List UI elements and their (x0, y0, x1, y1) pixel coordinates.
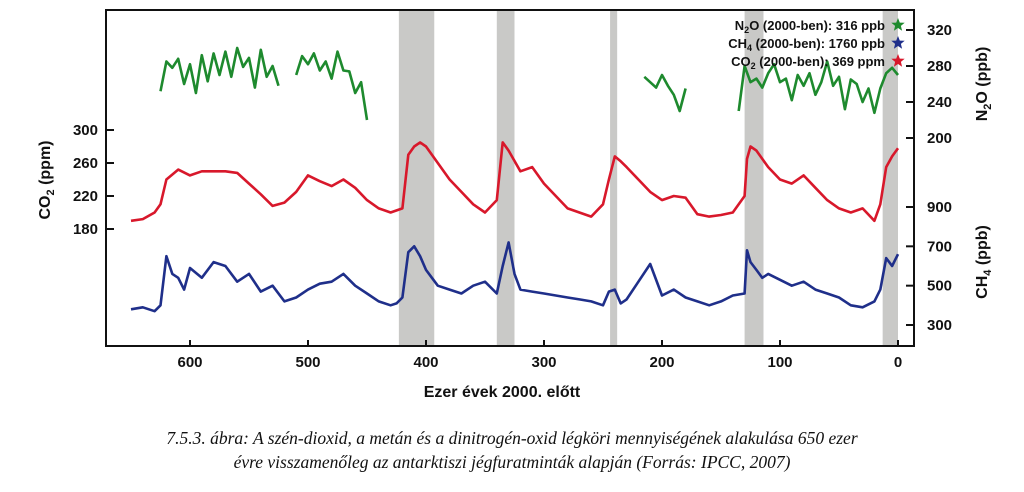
x-tick-label-500: 500 (295, 354, 320, 371)
co2-axis-label: CO2 (ppm) (37, 141, 57, 220)
plot-border (105, 9, 915, 347)
x-tick-label-100: 100 (767, 354, 792, 371)
n2o-line-segment-2 (643, 73, 687, 113)
interglacial-band-2 (610, 11, 618, 346)
x-tick-label-200: 200 (649, 354, 674, 371)
legend-star-0 (891, 18, 905, 31)
figure-caption: 7.5.3. ábra: A szén-dioxid, a metán és a… (0, 426, 1024, 474)
x-tick-label-0: 0 (894, 354, 902, 371)
n2o-axis-label: N2O (ppb) (974, 47, 994, 122)
co2-tick-label-260: 260 (73, 155, 98, 172)
interglacial-band-0 (398, 11, 435, 346)
legend-label-2: CO2 (2000-ben): 369 ppm (731, 54, 885, 71)
co2-tick-label-180: 180 (73, 221, 98, 238)
ch4-tick-label-500: 500 (927, 278, 952, 295)
legend-star-2 (891, 54, 905, 67)
co2-line (130, 141, 900, 223)
n2o-line-segment-1 (294, 50, 369, 121)
plot-frame (105, 9, 915, 347)
n2o-tick-label-320: 320 (927, 22, 952, 39)
interglacial-band-1 (496, 11, 515, 346)
chart: 600 500 400 300 200 100 0 300 260 220 180 320 280 24… (37, 9, 994, 401)
co2-tick-label-300: 300 (73, 122, 98, 139)
y-axes: 300 260 220 180 320 280 240 200 900 700 500 300 (73, 22, 952, 334)
n2o-tick-label-200: 200 (927, 130, 952, 147)
ch4-tick-label-900: 900 (927, 199, 952, 216)
ch4-line (130, 241, 900, 313)
legend-label-0: N2O (2000-ben): 316 ppb (735, 18, 885, 35)
ch4-axis-label: CH4 (ppb) (974, 225, 994, 299)
legend-star-1 (891, 36, 905, 49)
n2o-line-segment-0 (159, 46, 280, 95)
x-tick-label-600: 600 (177, 354, 202, 371)
series-lines (130, 46, 900, 313)
y-axis-labels: CO2 (ppm) N2O (ppb) CH4 (ppb) (37, 47, 994, 299)
x-tick-label-400: 400 (413, 354, 438, 371)
ch4-tick-label-700: 700 (927, 238, 952, 255)
n2o-tick-label-280: 280 (927, 58, 952, 75)
n2o-line-segment-3 (737, 60, 900, 115)
x-axis: 600 500 400 300 200 100 0 (177, 340, 902, 371)
co2-tick-label-220: 220 (73, 188, 98, 205)
ch4-tick-label-300: 300 (927, 317, 952, 334)
caption-line-1: 7.5.3. ábra: A szén-dioxid, a metán és a… (166, 428, 858, 448)
caption-line-2: évre visszamenőleg az antarktiszi jégfur… (233, 452, 791, 472)
n2o-tick-label-240: 240 (927, 94, 952, 111)
x-axis-label: Ezer évek 2000. előtt (424, 384, 581, 401)
x-tick-label-300: 300 (531, 354, 556, 371)
legend-label-1: CH4 (2000-ben): 1760 ppb (728, 36, 885, 53)
